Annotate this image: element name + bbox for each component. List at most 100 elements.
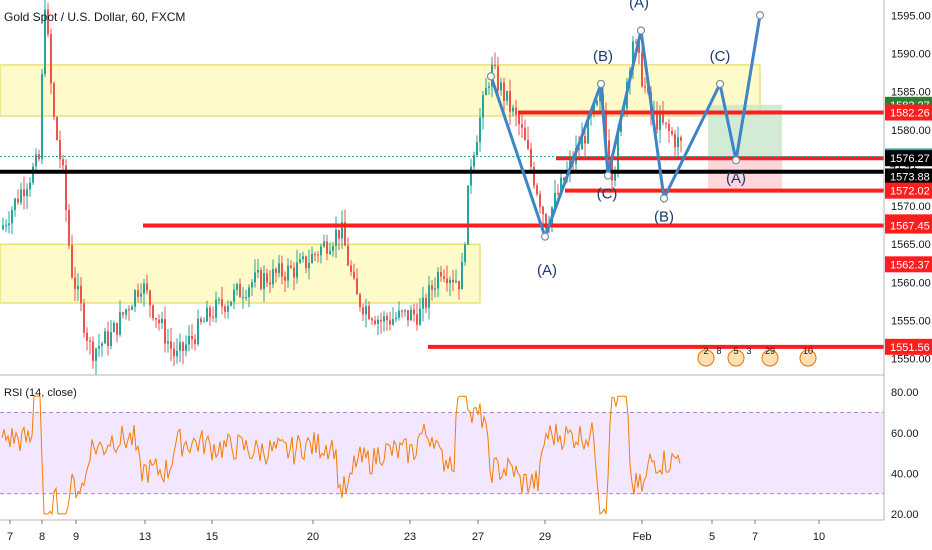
candle-body [134, 290, 136, 307]
candle-body [296, 262, 298, 278]
candle-body [413, 309, 415, 315]
candle-body [212, 316, 214, 318]
candle-body [482, 95, 484, 118]
candle-body [113, 322, 115, 333]
candle-body [539, 194, 541, 207]
candle-body [545, 214, 547, 229]
candle-body [446, 278, 448, 284]
rsi-pane[interactable] [0, 395, 884, 516]
candle-body [92, 341, 94, 361]
time-tick-label: 9 [73, 531, 79, 543]
candle-body [680, 137, 682, 141]
candle-body [158, 319, 160, 324]
wave-point-3 [603, 171, 613, 180]
candle-body [632, 41, 634, 71]
candle-body [188, 335, 190, 345]
candle-body [503, 82, 505, 101]
candle-body [107, 331, 109, 347]
candle-body [191, 335, 193, 340]
candle-body [47, 9, 49, 35]
event-marker-label: 10 [803, 346, 813, 356]
candle-body [215, 299, 217, 318]
candle-body [11, 210, 13, 224]
candle-body [284, 276, 286, 281]
time-axis: 7 8 9 13 15 20 23 27 29 Feb 5 7 10 [0, 519, 884, 543]
candle-body [95, 348, 97, 361]
price-label: 1576.27 [890, 153, 930, 165]
candle-body [131, 306, 133, 310]
candle-body [515, 107, 517, 115]
candle-body [458, 280, 460, 290]
candle-body [170, 341, 172, 349]
candle-body [581, 135, 583, 150]
candle-body [635, 41, 637, 43]
wave-point-2 [596, 79, 606, 89]
event-marker-label: 8 [716, 346, 721, 356]
candle-body [5, 225, 7, 227]
candle-body [437, 271, 439, 289]
price-label: 1562.37 [890, 259, 930, 271]
candle-body [641, 52, 643, 87]
candle-body [53, 83, 55, 118]
candle-body [524, 127, 526, 141]
candle-body [557, 192, 559, 194]
candle-body [161, 318, 163, 324]
candle-body [416, 314, 418, 325]
price-tick-label: 1580.00 [891, 125, 931, 137]
candle-body [2, 225, 4, 229]
time-tick-label: 7 [752, 531, 758, 543]
wave-point-8 [755, 11, 765, 20]
price-label-box [885, 150, 932, 167]
candle-body [389, 320, 391, 325]
candle-body [86, 332, 88, 341]
wave-point-6 [715, 79, 725, 89]
event-marker-label: 5 [733, 346, 738, 356]
rsi-title: RSI (14, close) [4, 387, 77, 399]
candle-body [200, 318, 202, 322]
price-axis: 1550.001555.001560.001565.001570.001575.… [883, 0, 932, 521]
candle-body [374, 320, 376, 324]
candle-body [587, 116, 589, 144]
wave-label-4: (B) [654, 208, 674, 225]
time-tick-label: 7 [7, 531, 13, 543]
candle-body [461, 261, 463, 290]
candle-body [341, 222, 343, 239]
candle-body [347, 245, 349, 266]
candle-body [266, 273, 268, 283]
candle-body [236, 283, 238, 290]
time-tick-label: 20 [307, 531, 319, 543]
candle-body [314, 254, 316, 256]
candle-body [101, 343, 103, 346]
candle-body [428, 285, 430, 308]
candle-body [362, 307, 364, 315]
candle-body [245, 297, 247, 299]
price-tick-label: 1585.00 [891, 87, 931, 99]
price-tick-label: 1570.00 [891, 201, 931, 213]
candles [2, 0, 682, 375]
candle-body [407, 310, 409, 321]
candle-body [464, 244, 466, 262]
candle-body [155, 318, 157, 320]
candle-body [398, 310, 400, 318]
price-tick-label: 1590.00 [891, 48, 931, 60]
candle-body [299, 259, 301, 263]
candle-body [338, 229, 340, 239]
candle-body [662, 113, 664, 123]
candle-body [218, 299, 220, 301]
wave-label-5: (C) [710, 48, 731, 65]
candle-body [467, 185, 469, 245]
candle-body [8, 223, 10, 226]
wave-point-4 [636, 26, 646, 35]
candle-body [248, 287, 250, 298]
candle-body [185, 344, 187, 351]
candle-body [167, 341, 169, 344]
candle-body [518, 114, 520, 125]
candle-body [104, 331, 106, 344]
candle-body [56, 117, 58, 141]
candle-body [254, 272, 256, 283]
candle-body [26, 189, 28, 197]
candle-body [173, 348, 175, 357]
rsi-tick-label: 80.00 [891, 387, 919, 399]
candle-body [593, 104, 595, 115]
